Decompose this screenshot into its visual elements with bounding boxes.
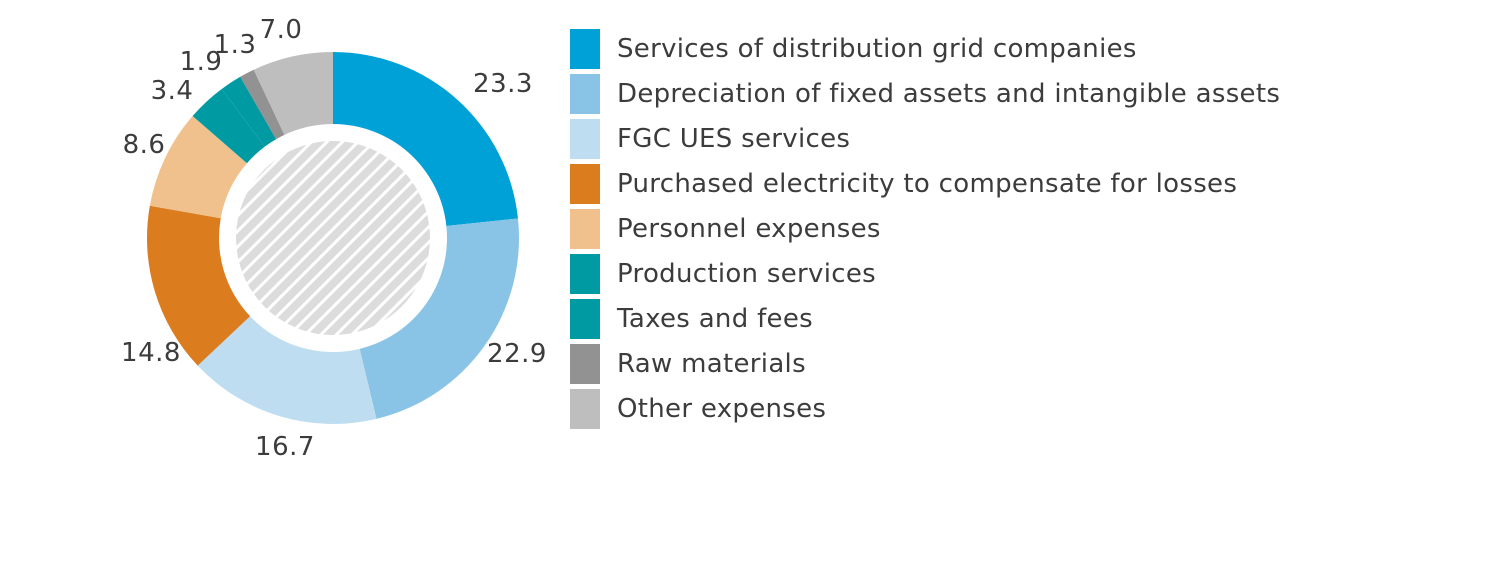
- donut-slice-6: [221, 76, 277, 147]
- slice-value-label: 16.7: [255, 432, 315, 462]
- legend-row: Taxes and fees: [570, 299, 1280, 339]
- donut-center-hatched-circle: [236, 141, 430, 335]
- donut-slice-2: [197, 316, 377, 424]
- legend-swatch: [570, 254, 600, 294]
- legend-swatch: [570, 209, 600, 249]
- donut-slice-1: [359, 218, 520, 419]
- legend-row: Production services: [570, 254, 1280, 294]
- donut-slice-0: [333, 52, 518, 227]
- slice-value-label: 8.6: [122, 130, 166, 160]
- legend-label: Production services: [617, 259, 876, 289]
- legend-row: Services of distribution grid companies: [570, 29, 1280, 69]
- donut-slices: [147, 52, 520, 424]
- legend-label: Personnel expenses: [617, 214, 881, 244]
- legend-label: Taxes and fees: [617, 304, 813, 334]
- legend-swatch: [570, 299, 600, 339]
- legend-swatch: [570, 389, 600, 429]
- donut-svg: [147, 52, 520, 424]
- legend-label: Depreciation of fixed assets and intangi…: [617, 79, 1281, 109]
- legend-swatch: [570, 74, 600, 114]
- donut-slice-7: [240, 69, 285, 140]
- legend-row: Personnel expenses: [570, 209, 1280, 249]
- slice-value-label: 22.9: [487, 339, 547, 369]
- legend-label: Purchased electricity to compensate for …: [617, 169, 1238, 199]
- legend-label: Other expenses: [617, 394, 827, 424]
- legend: Services of distribution grid companies D…: [570, 29, 1280, 434]
- legend-row: Purchased electricity to compensate for …: [570, 164, 1280, 204]
- legend-swatch: [570, 29, 600, 69]
- slice-value-label: 14.8: [121, 338, 181, 368]
- legend-row: FGC UES services: [570, 119, 1280, 159]
- donut-slice-5: [192, 88, 265, 164]
- legend-swatch: [570, 119, 600, 159]
- legend-row: Other expenses: [570, 389, 1280, 429]
- donut-slice-8: [253, 52, 333, 135]
- legend-swatch: [570, 344, 600, 384]
- slice-value-label: 23.3: [473, 69, 533, 99]
- donut-chart: 23.3 22.9 16.7 14.8 8.6 3.4 1.9 1.3 7.0: [0, 0, 560, 583]
- legend-label: Raw materials: [617, 349, 806, 379]
- slice-value-label: 1.9: [179, 47, 223, 77]
- legend-label: Services of distribution grid companies: [617, 34, 1137, 64]
- legend-label: FGC UES services: [617, 124, 851, 154]
- donut-slice-4: [149, 116, 247, 219]
- slice-value-label: 7.0: [259, 15, 303, 45]
- legend-row: Raw materials: [570, 344, 1280, 384]
- legend-row: Depreciation of fixed assets and intangi…: [570, 74, 1280, 114]
- donut-slice-3: [147, 205, 251, 366]
- legend-swatch: [570, 164, 600, 204]
- slice-value-label: 3.4: [150, 76, 194, 106]
- slice-value-label: 1.3: [213, 30, 257, 60]
